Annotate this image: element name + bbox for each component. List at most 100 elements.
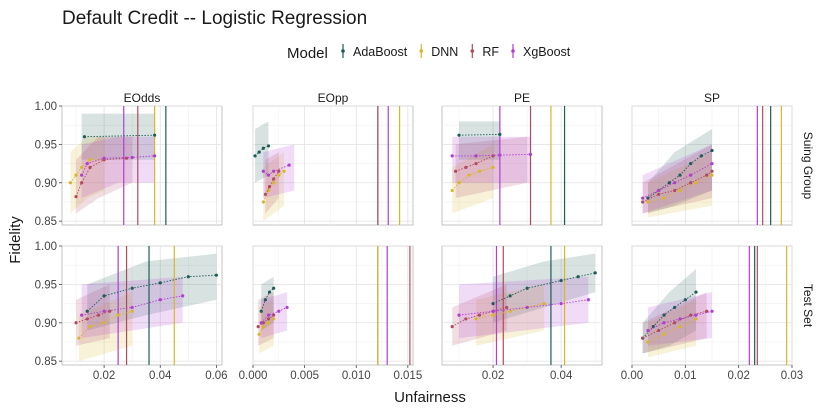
x-tick-label: 0.06 bbox=[205, 370, 227, 382]
legend-entry: DNN bbox=[419, 44, 458, 59]
panel-eodds-test-set: 0.85 0.90 0.95 1.00 0.02 0.04 0.06 bbox=[35, 241, 228, 382]
data-point-xgboost bbox=[694, 313, 698, 317]
data-point-rf bbox=[657, 328, 661, 333]
data-point-dnn bbox=[542, 301, 546, 306]
panel-gridlines bbox=[631, 245, 793, 365]
panel-eodds-suing-group: EOdds 0.85 0.90 0.95 1.00 bbox=[35, 91, 223, 228]
data-point-rf bbox=[266, 317, 271, 321]
data-point-adaboost bbox=[662, 313, 666, 317]
y-tick-label: 0.85 bbox=[35, 356, 57, 368]
data-point-xgboost bbox=[261, 169, 265, 173]
data-point-adaboost bbox=[576, 275, 580, 279]
data-point-adaboost bbox=[525, 286, 529, 290]
panel-gridlines bbox=[631, 105, 793, 225]
data-point-rf bbox=[272, 313, 276, 317]
x-tick-label: 0.02 bbox=[482, 370, 504, 382]
facet-column-label: PE bbox=[514, 91, 530, 105]
data-point-xgboost bbox=[710, 161, 714, 166]
data-point-adaboost bbox=[699, 154, 703, 158]
data-point-adaboost bbox=[214, 273, 218, 277]
data-point-xgboost bbox=[158, 298, 162, 302]
series-line-adaboost bbox=[86, 274, 217, 312]
data-point-adaboost bbox=[102, 294, 106, 298]
x-tick-label: 0.04 bbox=[550, 370, 573, 382]
panel-plot-area bbox=[253, 106, 401, 225]
y-tick-label: 1.00 bbox=[35, 101, 57, 113]
data-point-xgboost bbox=[559, 301, 563, 306]
data-point-dnn bbox=[508, 309, 512, 313]
legend-key-point bbox=[341, 49, 345, 53]
data-point-rf bbox=[263, 192, 267, 196]
panel-gridlines bbox=[442, 105, 602, 225]
panel-plot-area bbox=[74, 246, 218, 365]
confidence-band-adaboost bbox=[493, 253, 596, 323]
x-tick-label: 0.010 bbox=[342, 370, 371, 382]
series-line-adaboost bbox=[459, 133, 500, 136]
data-point-adaboost bbox=[263, 298, 267, 302]
confidence-band-dnn bbox=[648, 299, 696, 358]
data-point-rf bbox=[710, 169, 714, 173]
panel-background bbox=[252, 105, 414, 226]
data-point-xgboost bbox=[130, 305, 134, 310]
data-point-xgboost bbox=[277, 309, 281, 313]
data-point-adaboost bbox=[272, 286, 276, 290]
data-point-dnn bbox=[678, 325, 682, 329]
data-point-xgboost bbox=[525, 305, 529, 310]
data-point-dnn bbox=[77, 336, 81, 340]
confidence-band-adaboost bbox=[642, 269, 696, 354]
panel-plot-area bbox=[641, 106, 782, 225]
data-point-dnn bbox=[477, 169, 482, 173]
panel-sp-test-set: Test Set 0.00 0.01 0.02 0.03 bbox=[621, 245, 815, 382]
data-point-dnn bbox=[467, 173, 471, 177]
confidence-band-adaboost bbox=[87, 253, 217, 331]
x-tick-label: 0.04 bbox=[149, 370, 172, 382]
data-point-dnn bbox=[272, 181, 276, 185]
series-line-rf bbox=[642, 170, 713, 203]
legend: Model AdaBoost DNN RF XgBoost bbox=[287, 44, 571, 62]
data-point-adaboost bbox=[673, 305, 677, 310]
legend-key-point bbox=[511, 49, 515, 53]
data-point-xgboost bbox=[474, 154, 478, 158]
data-point-dnn bbox=[130, 309, 134, 313]
panel-gridlines bbox=[252, 245, 413, 365]
data-point-rf bbox=[272, 177, 276, 181]
data-point-dnn bbox=[266, 321, 271, 325]
panel-plot-area bbox=[450, 246, 597, 365]
data-point-xgboost bbox=[498, 153, 502, 157]
x-tick-label: 0.000 bbox=[239, 370, 268, 382]
data-point-xgboost bbox=[102, 156, 106, 160]
data-point-rf bbox=[705, 309, 709, 313]
data-point-rf bbox=[464, 165, 468, 170]
panel-gridlines bbox=[62, 105, 222, 225]
data-point-rf bbox=[705, 173, 709, 177]
x-tick-label: 0.005 bbox=[290, 370, 319, 382]
series-line-dnn bbox=[258, 318, 274, 335]
data-point-rf bbox=[267, 185, 272, 189]
confidence-band-rf bbox=[258, 292, 274, 346]
panel-grid: EOdds 0.85 0.90 0.95 1.00 EOpp PE SP Suing Group… bbox=[35, 91, 815, 382]
series-line-xgboost bbox=[263, 164, 290, 176]
data-point-dnn bbox=[88, 325, 92, 329]
confidence-band-xgboost bbox=[81, 136, 155, 199]
series-line-rf bbox=[264, 171, 280, 195]
data-point-rf bbox=[85, 317, 89, 321]
data-point-xgboost bbox=[287, 163, 291, 167]
data-point-adaboost bbox=[82, 135, 87, 139]
legend-entry: XgBoost bbox=[511, 44, 571, 59]
data-point-dnn bbox=[646, 200, 650, 204]
panel-gridlines bbox=[442, 245, 602, 365]
data-point-xgboost bbox=[153, 154, 157, 158]
data-point-xgboost bbox=[80, 173, 84, 177]
data-point-xgboost bbox=[646, 328, 650, 333]
data-point-dnn bbox=[694, 317, 698, 321]
data-point-adaboost bbox=[683, 298, 687, 302]
data-point-adaboost bbox=[257, 150, 261, 154]
data-point-xgboost bbox=[641, 196, 645, 200]
data-point-dnn bbox=[491, 165, 495, 170]
legend-label: AdaBoost bbox=[353, 45, 408, 59]
series-line-xgboost bbox=[260, 307, 288, 324]
y-tick-label: 0.90 bbox=[35, 318, 57, 330]
data-point-xgboost bbox=[266, 173, 271, 177]
data-point-dnn bbox=[74, 173, 78, 177]
